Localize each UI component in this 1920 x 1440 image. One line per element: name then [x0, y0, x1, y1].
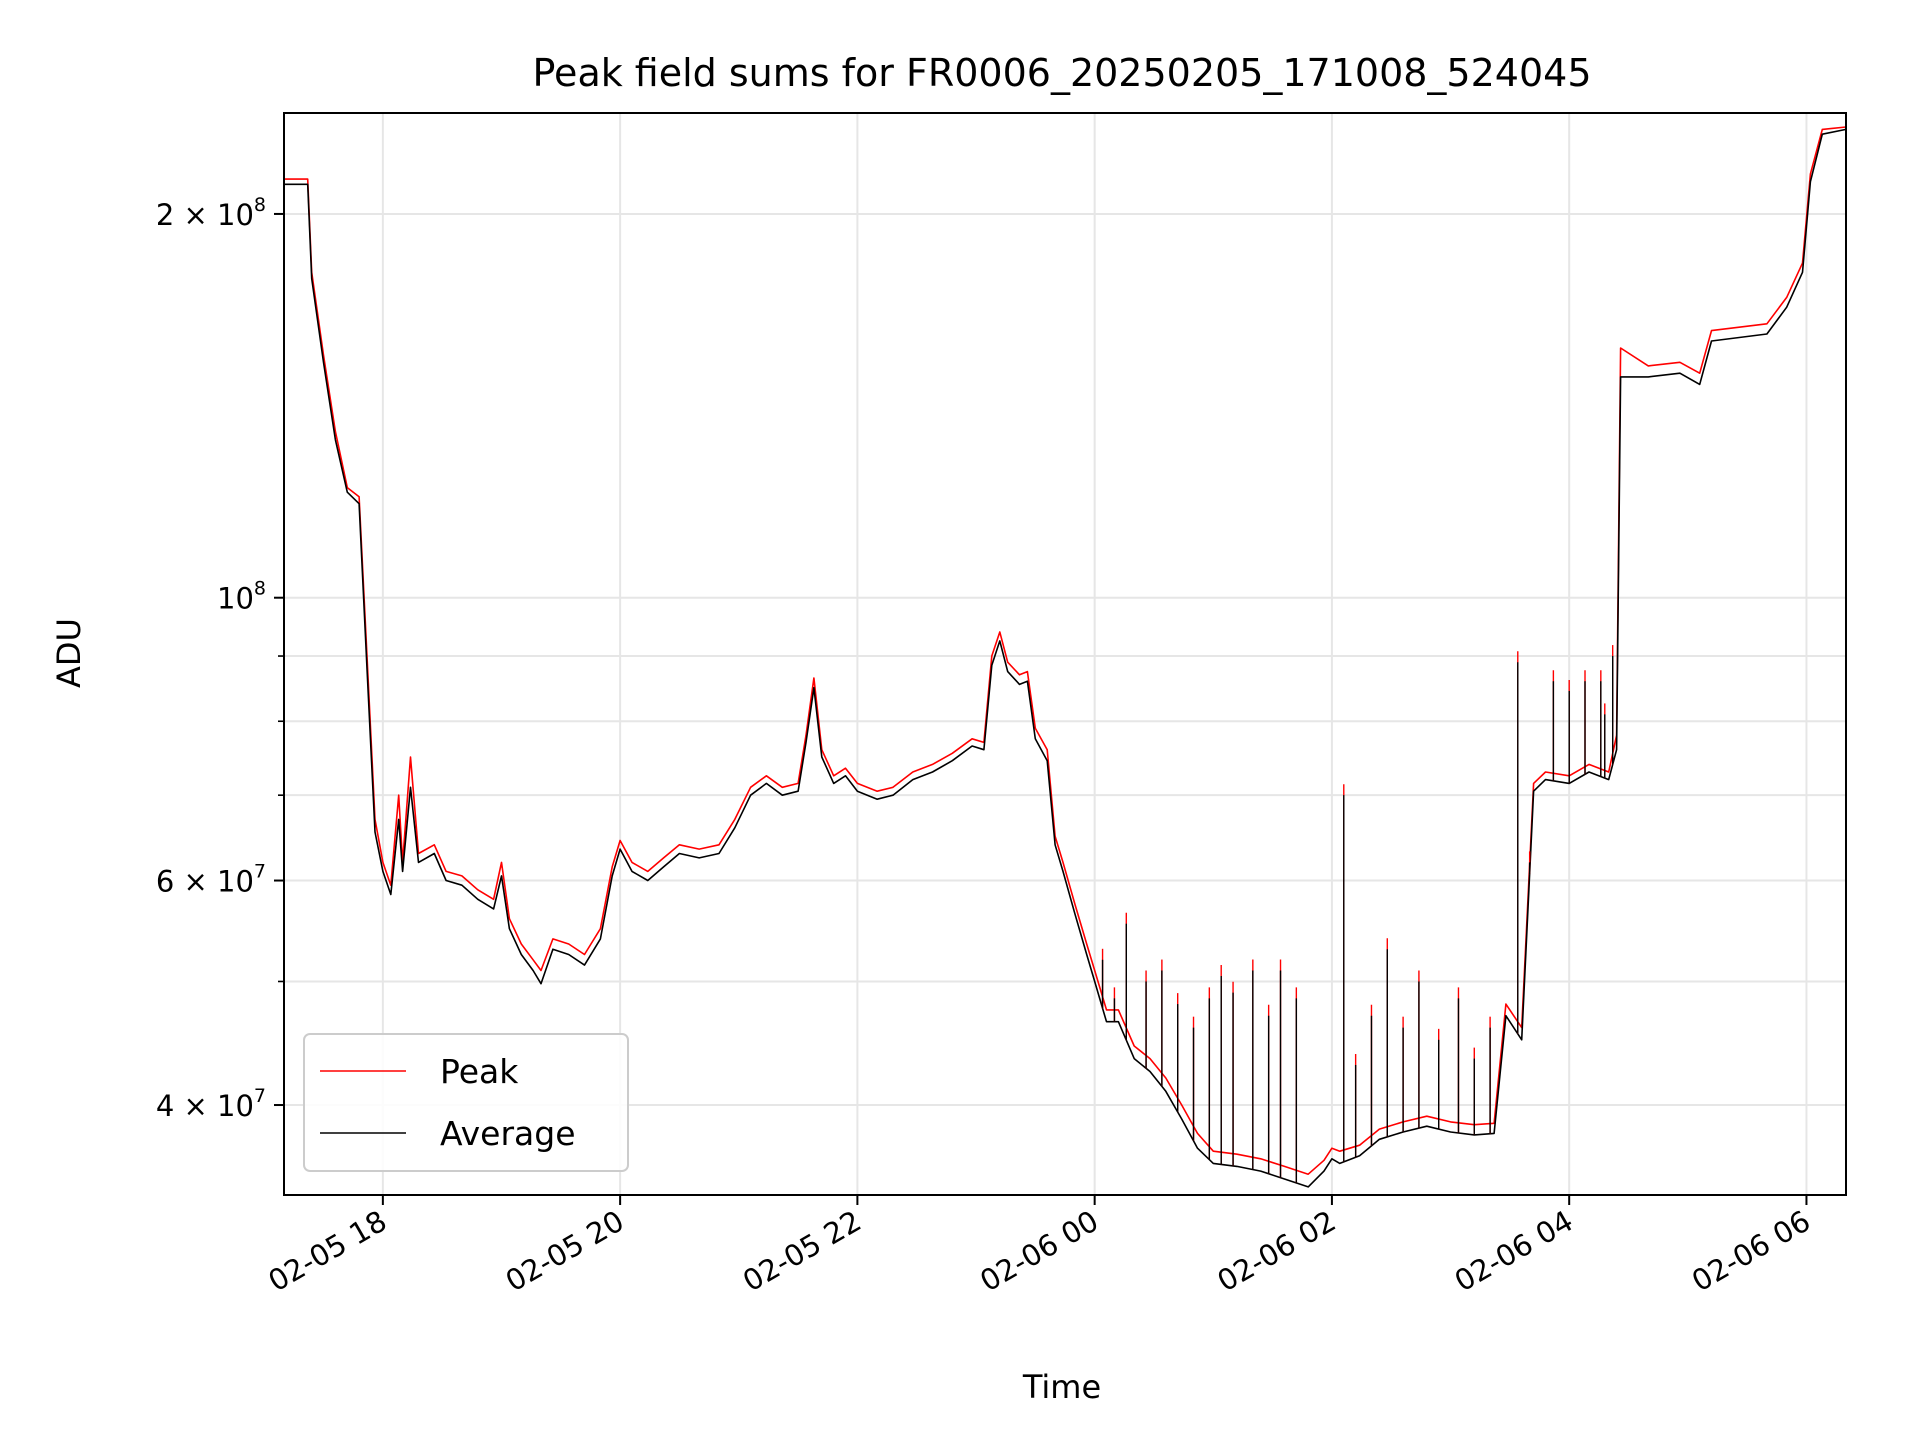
y-axis-label: ADU [50, 618, 88, 688]
y-tick-label: 108 [217, 578, 266, 616]
grid [284, 113, 1846, 1195]
legend: Peak Average [303, 1033, 629, 1172]
plot-area [284, 113, 1846, 1195]
y-tick-label: 6 × 107 [156, 861, 266, 899]
y-tick-label: 4 × 107 [156, 1085, 266, 1123]
legend-label-average: Average [440, 1114, 576, 1153]
axes [274, 112, 1847, 1205]
x-axis-label: Time [1022, 1368, 1101, 1406]
chart-title: Peak field sums for FR0006_20250205_1710… [533, 51, 1592, 95]
series-layer [284, 126, 1847, 1188]
plot-frame [283, 112, 1847, 1196]
legend-label-peak: Peak [440, 1052, 519, 1091]
legend-box [303, 1033, 629, 1172]
y-tick-label: 2 × 108 [156, 194, 266, 232]
series-line-average [284, 128, 1847, 1188]
